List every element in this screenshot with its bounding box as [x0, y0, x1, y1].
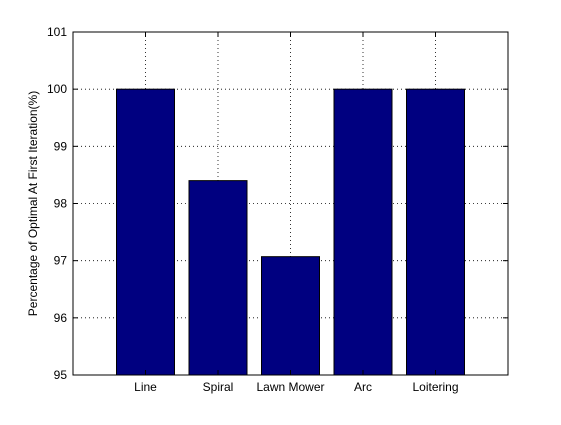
- x-tick-label: Line: [134, 380, 157, 394]
- y-tick-label: 99: [54, 139, 68, 153]
- y-tick-label: 96: [54, 311, 68, 325]
- bar-lawn-mower: [262, 257, 320, 375]
- y-tick-label: 100: [47, 82, 67, 96]
- y-tick-label: 97: [54, 254, 68, 268]
- y-tick-label: 98: [54, 197, 68, 211]
- x-tick-label: Lawn Mower: [256, 380, 324, 394]
- y-tick-label: 101: [47, 25, 67, 39]
- x-tick-label: Spiral: [203, 380, 234, 394]
- y-tick-label: 95: [54, 368, 68, 382]
- bar-spiral: [189, 181, 247, 375]
- bar-arc: [334, 89, 392, 375]
- bar-line: [117, 89, 175, 375]
- y-axis-label: Percentage of Optimal At First Iteration…: [26, 91, 40, 316]
- bar-loitering: [407, 89, 465, 375]
- x-tick-label: Arc: [354, 380, 372, 394]
- x-tick-label: Loitering: [412, 380, 458, 394]
